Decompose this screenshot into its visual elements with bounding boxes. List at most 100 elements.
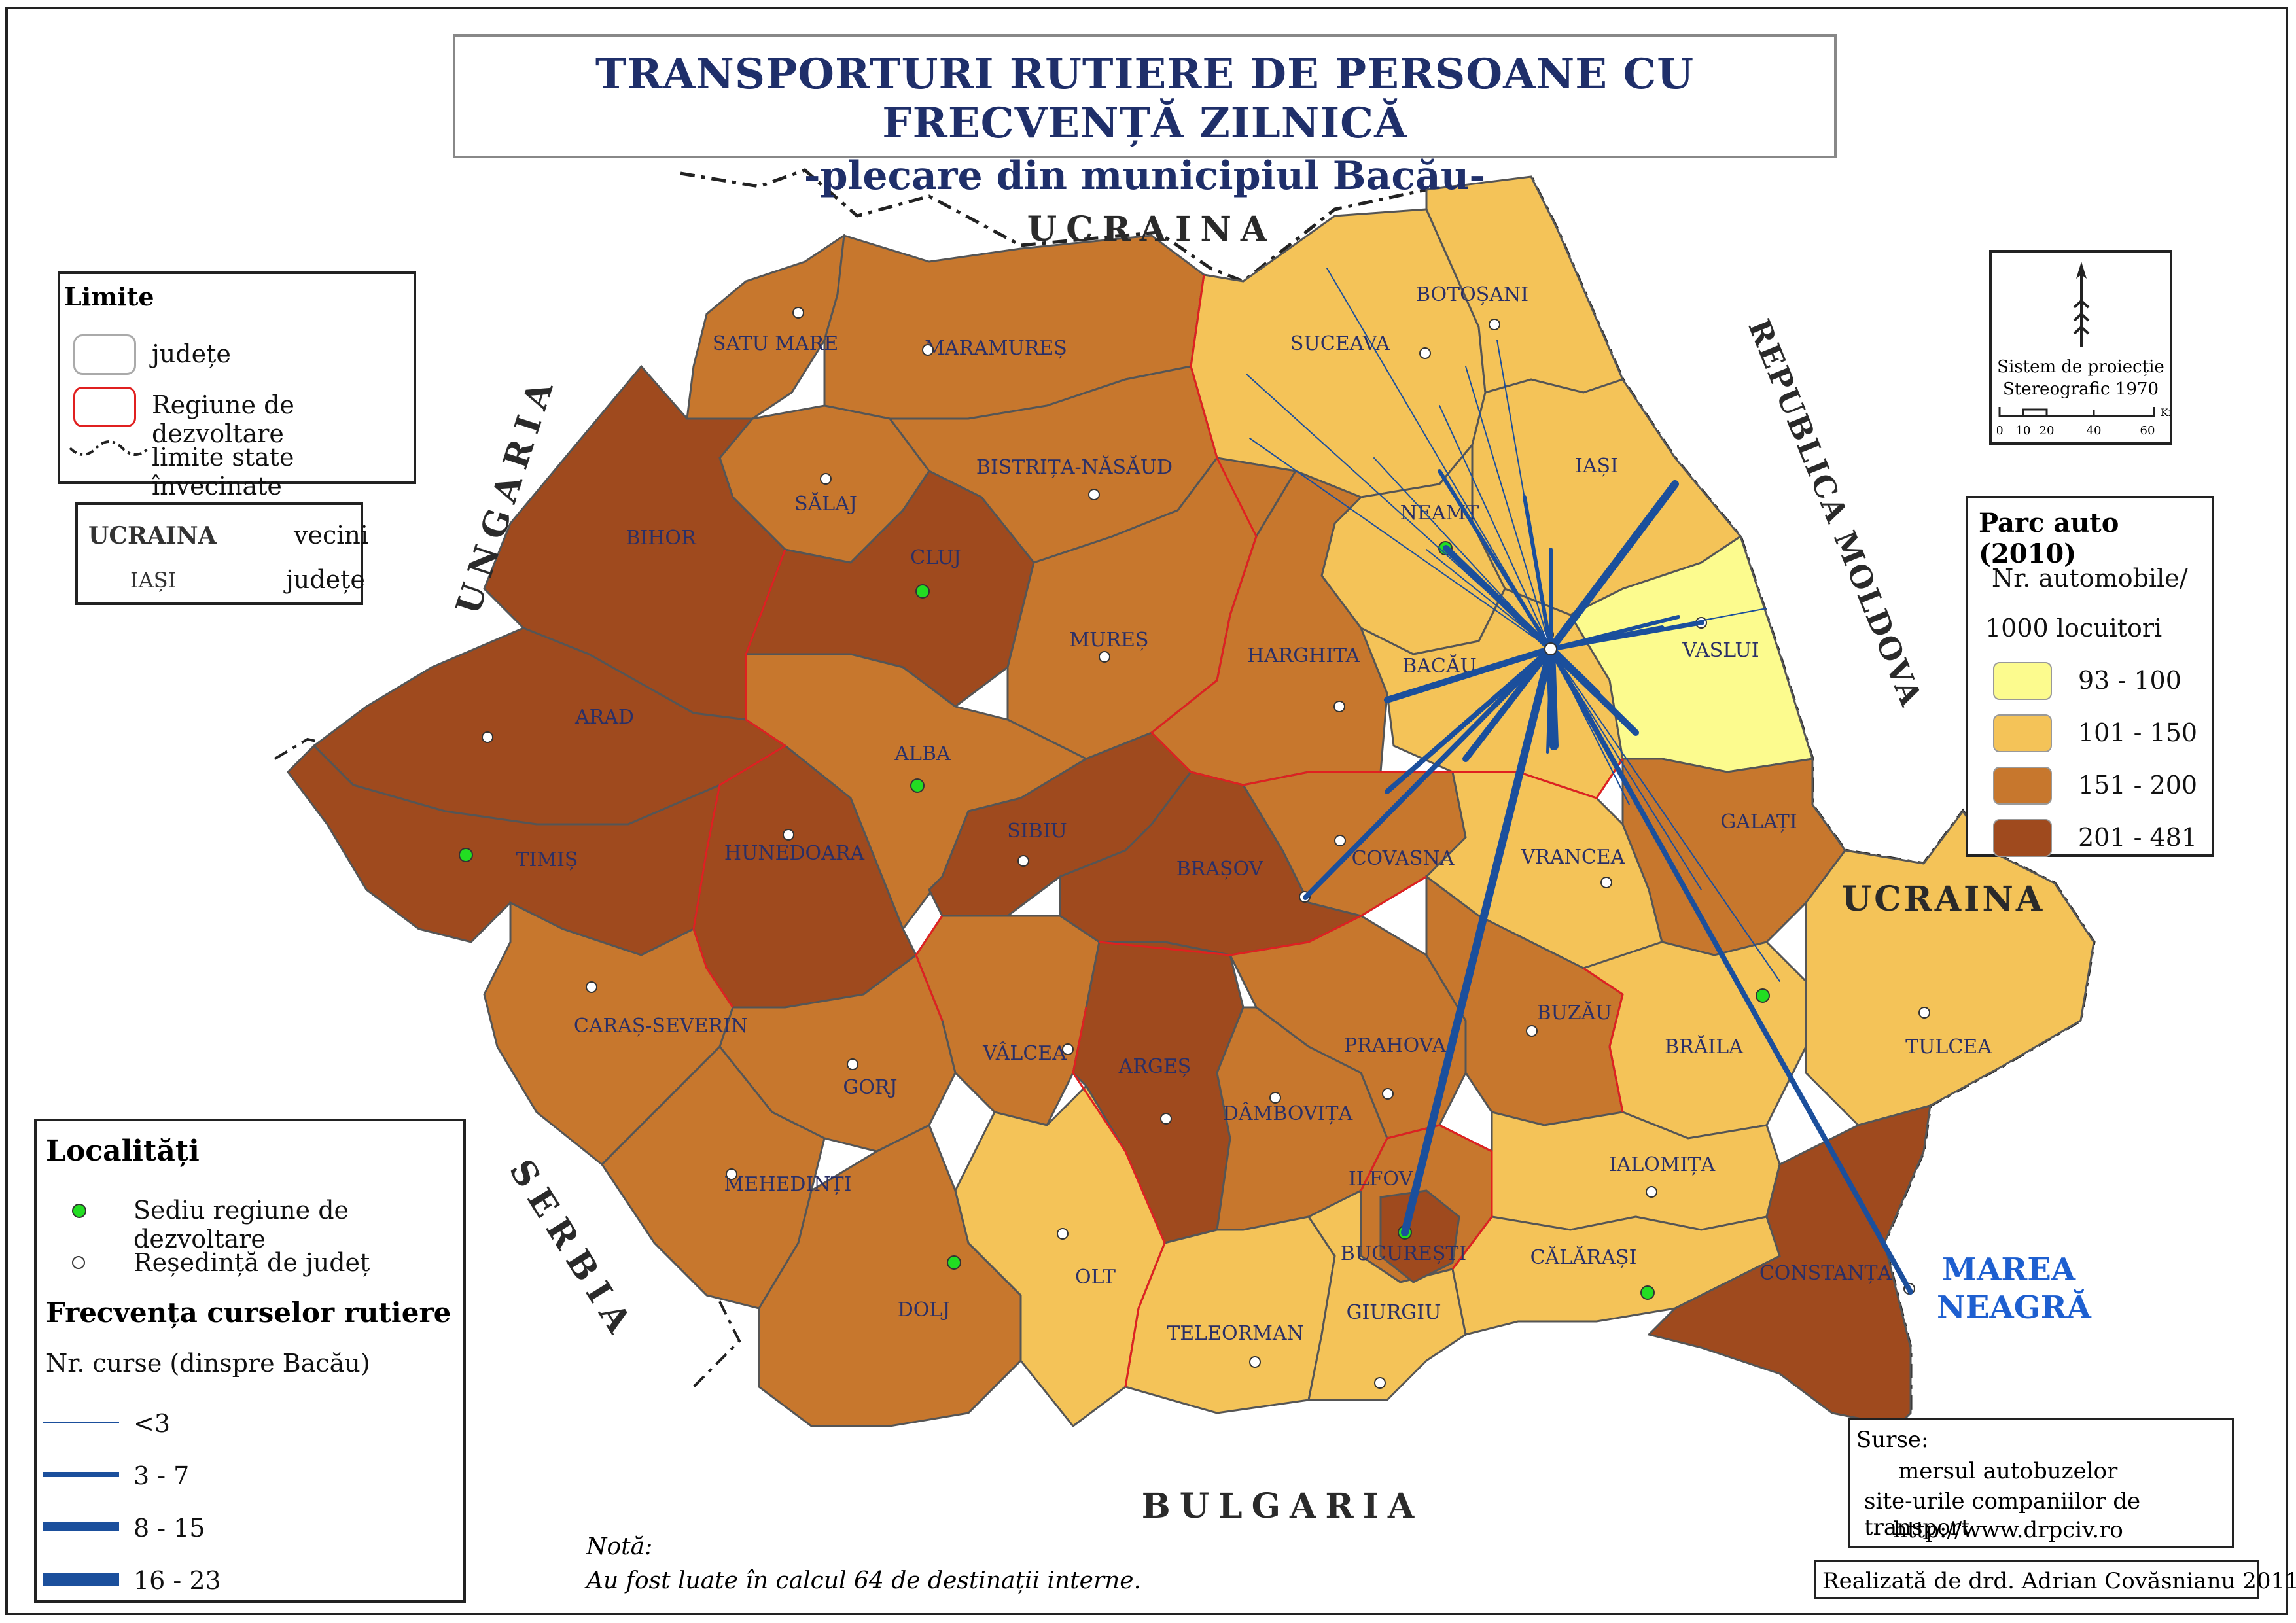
county-satu-mare [686,233,845,420]
county-label-dambovita: DÂMBOVIȚA [1223,1102,1353,1125]
route-line [1443,545,1554,652]
county-label-prahova: PRAHOVA [1344,1034,1446,1057]
north-arrow-icon [2073,262,2090,347]
county-label-dolj: DOLJ [898,1299,951,1321]
source-item: http://www.drpciv.ro [1893,1517,2123,1543]
freq-class-line [43,1522,119,1531]
freq-class-line [43,1472,119,1477]
regional-seat-dot [947,1255,961,1270]
route-line [1465,366,1551,650]
county-label-arad: ARAD [574,706,634,729]
county-seat-dot [726,1168,737,1180]
county-label-timis: TIMIȘ [516,848,578,871]
route-line [1385,646,1553,794]
legend-limits-item: Regiune de dezvoltare [152,391,294,448]
bacau-origin-dot [1544,642,1557,655]
county-label-bistrita-nasaud: BISTRIȚA-NĂSĂUD [976,455,1173,479]
county-label-vaslui: VASLUI [1682,639,1759,662]
county-label-cluj: CLUJ [910,546,961,569]
state-border-swatch [69,440,150,456]
county-label-maramures: MARAMUREȘ [925,337,1067,360]
county-label-brasov: BRAȘOV [1176,858,1264,881]
route-line [1523,495,1553,651]
county-seat-dot [1526,1025,1538,1037]
regional-seat-dot [915,584,930,599]
county-label-vrancea: VRANCEA [1521,846,1625,869]
projection-box: Sistem de proiecție Stereografic 1970 0 … [1989,250,2172,445]
source-item: site-urile companiilor de transport [1864,1488,2141,1541]
county-seat-dot [1088,489,1100,500]
legend-parc-title: Parc auto (2010) [1979,508,2119,569]
legend-parc-auto: Parc auto (2010) Nr. automobile/ 1000 lo… [1966,496,2214,857]
credit-box: Realizată de drd. Adrian Covăsnianu 2011 [1814,1560,2296,1599]
label-ukraine-east: UCRAINA [1842,879,2045,919]
county-label-gorj: GORJ [843,1076,897,1099]
county-seat-dot [847,1058,858,1070]
legend-loc-title: Localități [46,1134,200,1168]
route-line [1549,615,1680,651]
county-seat-dot [783,829,794,841]
county-seat-dot [1918,1007,1930,1019]
legend-loc-item: Reședință de județ [133,1248,370,1277]
county-label-sample: IAȘI [130,568,177,593]
parc-class-swatch [1993,662,2052,700]
freq-class-label: <3 [133,1409,171,1438]
route-line [1550,648,1780,982]
county-border-swatch [73,334,136,375]
county-labels: SATU MARE MARAMUREȘ SUCEAVA BOTOȘANI SĂLAJ BI… [516,283,1992,1345]
scale-tick: 0 [1997,424,2004,438]
regional-seat-dot [910,778,925,793]
label-ukraine-north: UCRAINA [1027,209,1277,249]
scale-unit: Km [2161,406,2170,419]
county-seat-dot [1646,1186,1657,1198]
label-bulgaria: BULGARIA [1142,1486,1424,1526]
county-label-buzau: BUZĂU [1536,1001,1612,1024]
legend-localitati: Localități Sediu regiune de dezvoltare R… [34,1119,466,1603]
sources-box: Surse: mersul autobuzelor site-urile com… [1848,1418,2234,1548]
county-label-suceava: SUCEAVA [1290,332,1390,355]
legend-freq-title: Frecvența curselor rutiere [46,1297,451,1329]
county-seat-swatch [72,1256,85,1269]
county-label-covasna: COVASNA [1352,847,1455,870]
projection-line2: Stereografic 1970 [2002,379,2159,399]
label-black-sea: MAREA NEAGRĂ [1937,1251,2091,1326]
parc-class-label: 93 - 100 [2078,666,2181,695]
county-label-harghita: HARGHITA [1247,644,1360,667]
projection-line1: Sistem de proiecție [1997,357,2164,377]
county-constanta [1647,1104,1932,1427]
freq-class-label: 16 - 23 [133,1566,221,1595]
county-label-calarasi: CĂLĂRAȘI [1530,1246,1637,1269]
route-line [1548,646,1913,1295]
scale-tick: 60 [2140,424,2155,438]
neighbor-state-boundary [680,168,2096,1413]
route-line [1303,646,1553,900]
freq-class-label: 8 - 15 [133,1514,205,1543]
county-label-botosani: BOTOȘANI [1416,283,1528,306]
county-seat-dot [1333,701,1345,712]
county-label-teleorman: TELEORMAN [1167,1322,1304,1345]
parc-class-label: 101 - 150 [2078,718,2198,747]
county-label-text: județe [286,565,365,594]
county-seat-dot [1382,1088,1394,1100]
county-label-salaj: SĂLAJ [794,492,857,515]
neighbor-label-sample: UCRAINA [88,522,217,550]
route-line [1401,645,1555,1236]
regional-seat-dot [1640,1285,1655,1300]
regional-seat-swatch [72,1204,86,1218]
county-label-mures: MUREȘ [1069,629,1148,652]
parc-class-swatch [1993,714,2052,752]
county-seat-dot [1419,347,1431,359]
route-line [1249,438,1551,650]
legend-limits-title: Limite [64,282,154,311]
parc-class-label: 201 - 481 [2078,823,2198,852]
sources-title: Surse: [1856,1427,1929,1453]
neighbor-label-text: vecini [294,521,369,550]
county-label-giurgiu: GIURGIU [1347,1301,1441,1324]
county-label-tulcea: TULCEA [1905,1036,1992,1058]
freq-class-line [43,1422,119,1423]
legend-loc-item: Sediu regiune de dezvoltare [133,1196,349,1253]
county-label-mehedinti: MEHEDINȚI [724,1173,852,1196]
outer-frame [5,7,2288,1615]
route-line [1439,405,1551,650]
county-label-satu-mare: SATU MARE [713,332,838,355]
